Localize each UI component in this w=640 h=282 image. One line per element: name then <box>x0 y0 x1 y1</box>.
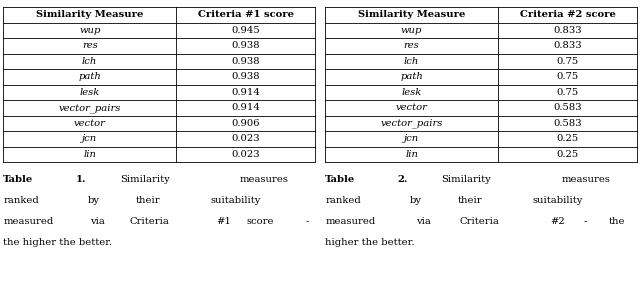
Text: vector_pairs: vector_pairs <box>380 118 443 128</box>
Text: 0.75: 0.75 <box>556 72 579 81</box>
Text: path: path <box>400 72 423 81</box>
Text: by: by <box>88 196 100 205</box>
Text: Criteria #2 score: Criteria #2 score <box>520 10 616 19</box>
Text: 0.914: 0.914 <box>231 103 260 112</box>
Text: higher the better.: higher the better. <box>325 238 415 247</box>
Text: via: via <box>90 217 105 226</box>
Text: their: their <box>136 196 160 205</box>
Text: their: their <box>458 196 482 205</box>
Text: wup: wup <box>401 26 422 35</box>
Text: jcn: jcn <box>404 135 419 143</box>
Text: 0.75: 0.75 <box>556 88 579 97</box>
Text: 0.833: 0.833 <box>553 41 582 50</box>
Text: 0.833: 0.833 <box>553 26 582 35</box>
Text: 1.: 1. <box>76 175 86 184</box>
Text: vector: vector <box>396 103 428 112</box>
Text: lin: lin <box>405 150 418 159</box>
Text: Similarity: Similarity <box>442 175 492 184</box>
Text: suitability: suitability <box>211 196 261 205</box>
Text: 0.25: 0.25 <box>556 135 579 143</box>
Text: suitability: suitability <box>533 196 583 205</box>
Text: 0.906: 0.906 <box>231 119 260 128</box>
Text: 0.25: 0.25 <box>556 150 579 159</box>
Text: by: by <box>410 196 422 205</box>
Text: measured: measured <box>3 217 54 226</box>
Text: -: - <box>305 217 309 226</box>
Text: Similarity: Similarity <box>120 175 170 184</box>
Text: lin: lin <box>83 150 96 159</box>
Text: 0.75: 0.75 <box>556 57 579 66</box>
Text: lch: lch <box>404 57 419 66</box>
Text: #1: #1 <box>217 217 232 226</box>
Text: -: - <box>584 217 588 226</box>
Text: 0.023: 0.023 <box>231 150 260 159</box>
Text: ranked: ranked <box>325 196 361 205</box>
Text: measures: measures <box>561 175 610 184</box>
Text: ranked: ranked <box>3 196 39 205</box>
Text: lesk: lesk <box>79 88 100 97</box>
Text: vector_pairs: vector_pairs <box>58 103 121 113</box>
Text: 0.583: 0.583 <box>553 119 582 128</box>
Text: 0.583: 0.583 <box>553 103 582 112</box>
Text: lch: lch <box>82 57 97 66</box>
Text: Criteria: Criteria <box>460 217 499 226</box>
Text: vector: vector <box>74 119 106 128</box>
Text: Table: Table <box>3 175 33 184</box>
Text: 0.938: 0.938 <box>231 57 260 66</box>
Text: Similarity Measure: Similarity Measure <box>36 10 143 19</box>
Text: measured: measured <box>325 217 376 226</box>
Text: wup: wup <box>79 26 100 35</box>
Text: score: score <box>247 217 275 226</box>
Text: 0.914: 0.914 <box>231 88 260 97</box>
Text: Similarity Measure: Similarity Measure <box>358 10 465 19</box>
Text: 0.023: 0.023 <box>231 135 260 143</box>
Text: 0.938: 0.938 <box>231 41 260 50</box>
Text: 0.938: 0.938 <box>231 72 260 81</box>
Text: #2: #2 <box>550 217 564 226</box>
Text: lesk: lesk <box>401 88 422 97</box>
Text: measures: measures <box>239 175 288 184</box>
Text: jcn: jcn <box>82 135 97 143</box>
Text: res: res <box>404 41 419 50</box>
Text: the: the <box>609 217 625 226</box>
Text: Criteria: Criteria <box>130 217 170 226</box>
Text: path: path <box>78 72 101 81</box>
Text: Table: Table <box>325 175 355 184</box>
Text: via: via <box>416 217 431 226</box>
Text: Criteria #1 score: Criteria #1 score <box>198 10 294 19</box>
Text: 0.945: 0.945 <box>231 26 260 35</box>
Text: res: res <box>82 41 97 50</box>
Text: the higher the better.: the higher the better. <box>3 238 113 247</box>
Text: 2.: 2. <box>397 175 408 184</box>
